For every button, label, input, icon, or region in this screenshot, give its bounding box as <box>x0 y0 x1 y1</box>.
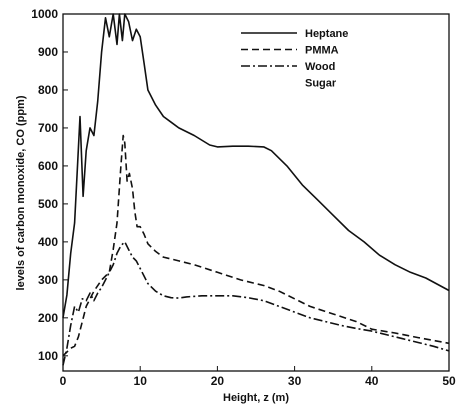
x-tick-label: 30 <box>288 374 302 388</box>
x-axis-title: Height, z (m) <box>223 392 289 404</box>
x-tick-label: 10 <box>134 374 148 388</box>
series-layer <box>62 13 450 366</box>
y-tick-label: 100 <box>38 349 58 363</box>
y-tick-label: 700 <box>38 121 58 135</box>
x-tick-label: 20 <box>211 374 225 388</box>
y-tick-label: 600 <box>38 159 58 173</box>
legend-label-sugar: Sugar <box>305 78 337 90</box>
y-tick-label: 1000 <box>31 7 58 21</box>
y-axis-title: levels of carbon monoxide, CO (ppm) <box>15 95 27 290</box>
y-tick-label: 900 <box>38 45 58 59</box>
y-tick-label: 500 <box>38 197 58 211</box>
legend-label-heptane: Heptane <box>305 28 348 40</box>
y-tick-label: 200 <box>38 311 58 325</box>
x-tick-label: 0 <box>60 374 67 388</box>
series-line-wood <box>62 241 450 366</box>
y-tick-label: 800 <box>38 83 58 97</box>
axis-ticks: 0 10 20 30 40 50 100 200 300 400 500 600 700 800 900 10… <box>31 7 456 388</box>
legend-label-wood: Wood <box>305 61 335 73</box>
y-tick-label: 300 <box>38 273 58 287</box>
series-line-pmma <box>62 134 450 357</box>
legend: Heptane PMMA Wood Sugar <box>241 28 348 90</box>
x-tick-label: 50 <box>442 374 456 388</box>
legend-label-pmma: PMMA <box>305 45 339 57</box>
y-tick-label: 400 <box>38 235 58 249</box>
x-tick-label: 40 <box>365 374 379 388</box>
plot-frame <box>62 13 450 372</box>
series-line-heptane <box>62 13 450 318</box>
